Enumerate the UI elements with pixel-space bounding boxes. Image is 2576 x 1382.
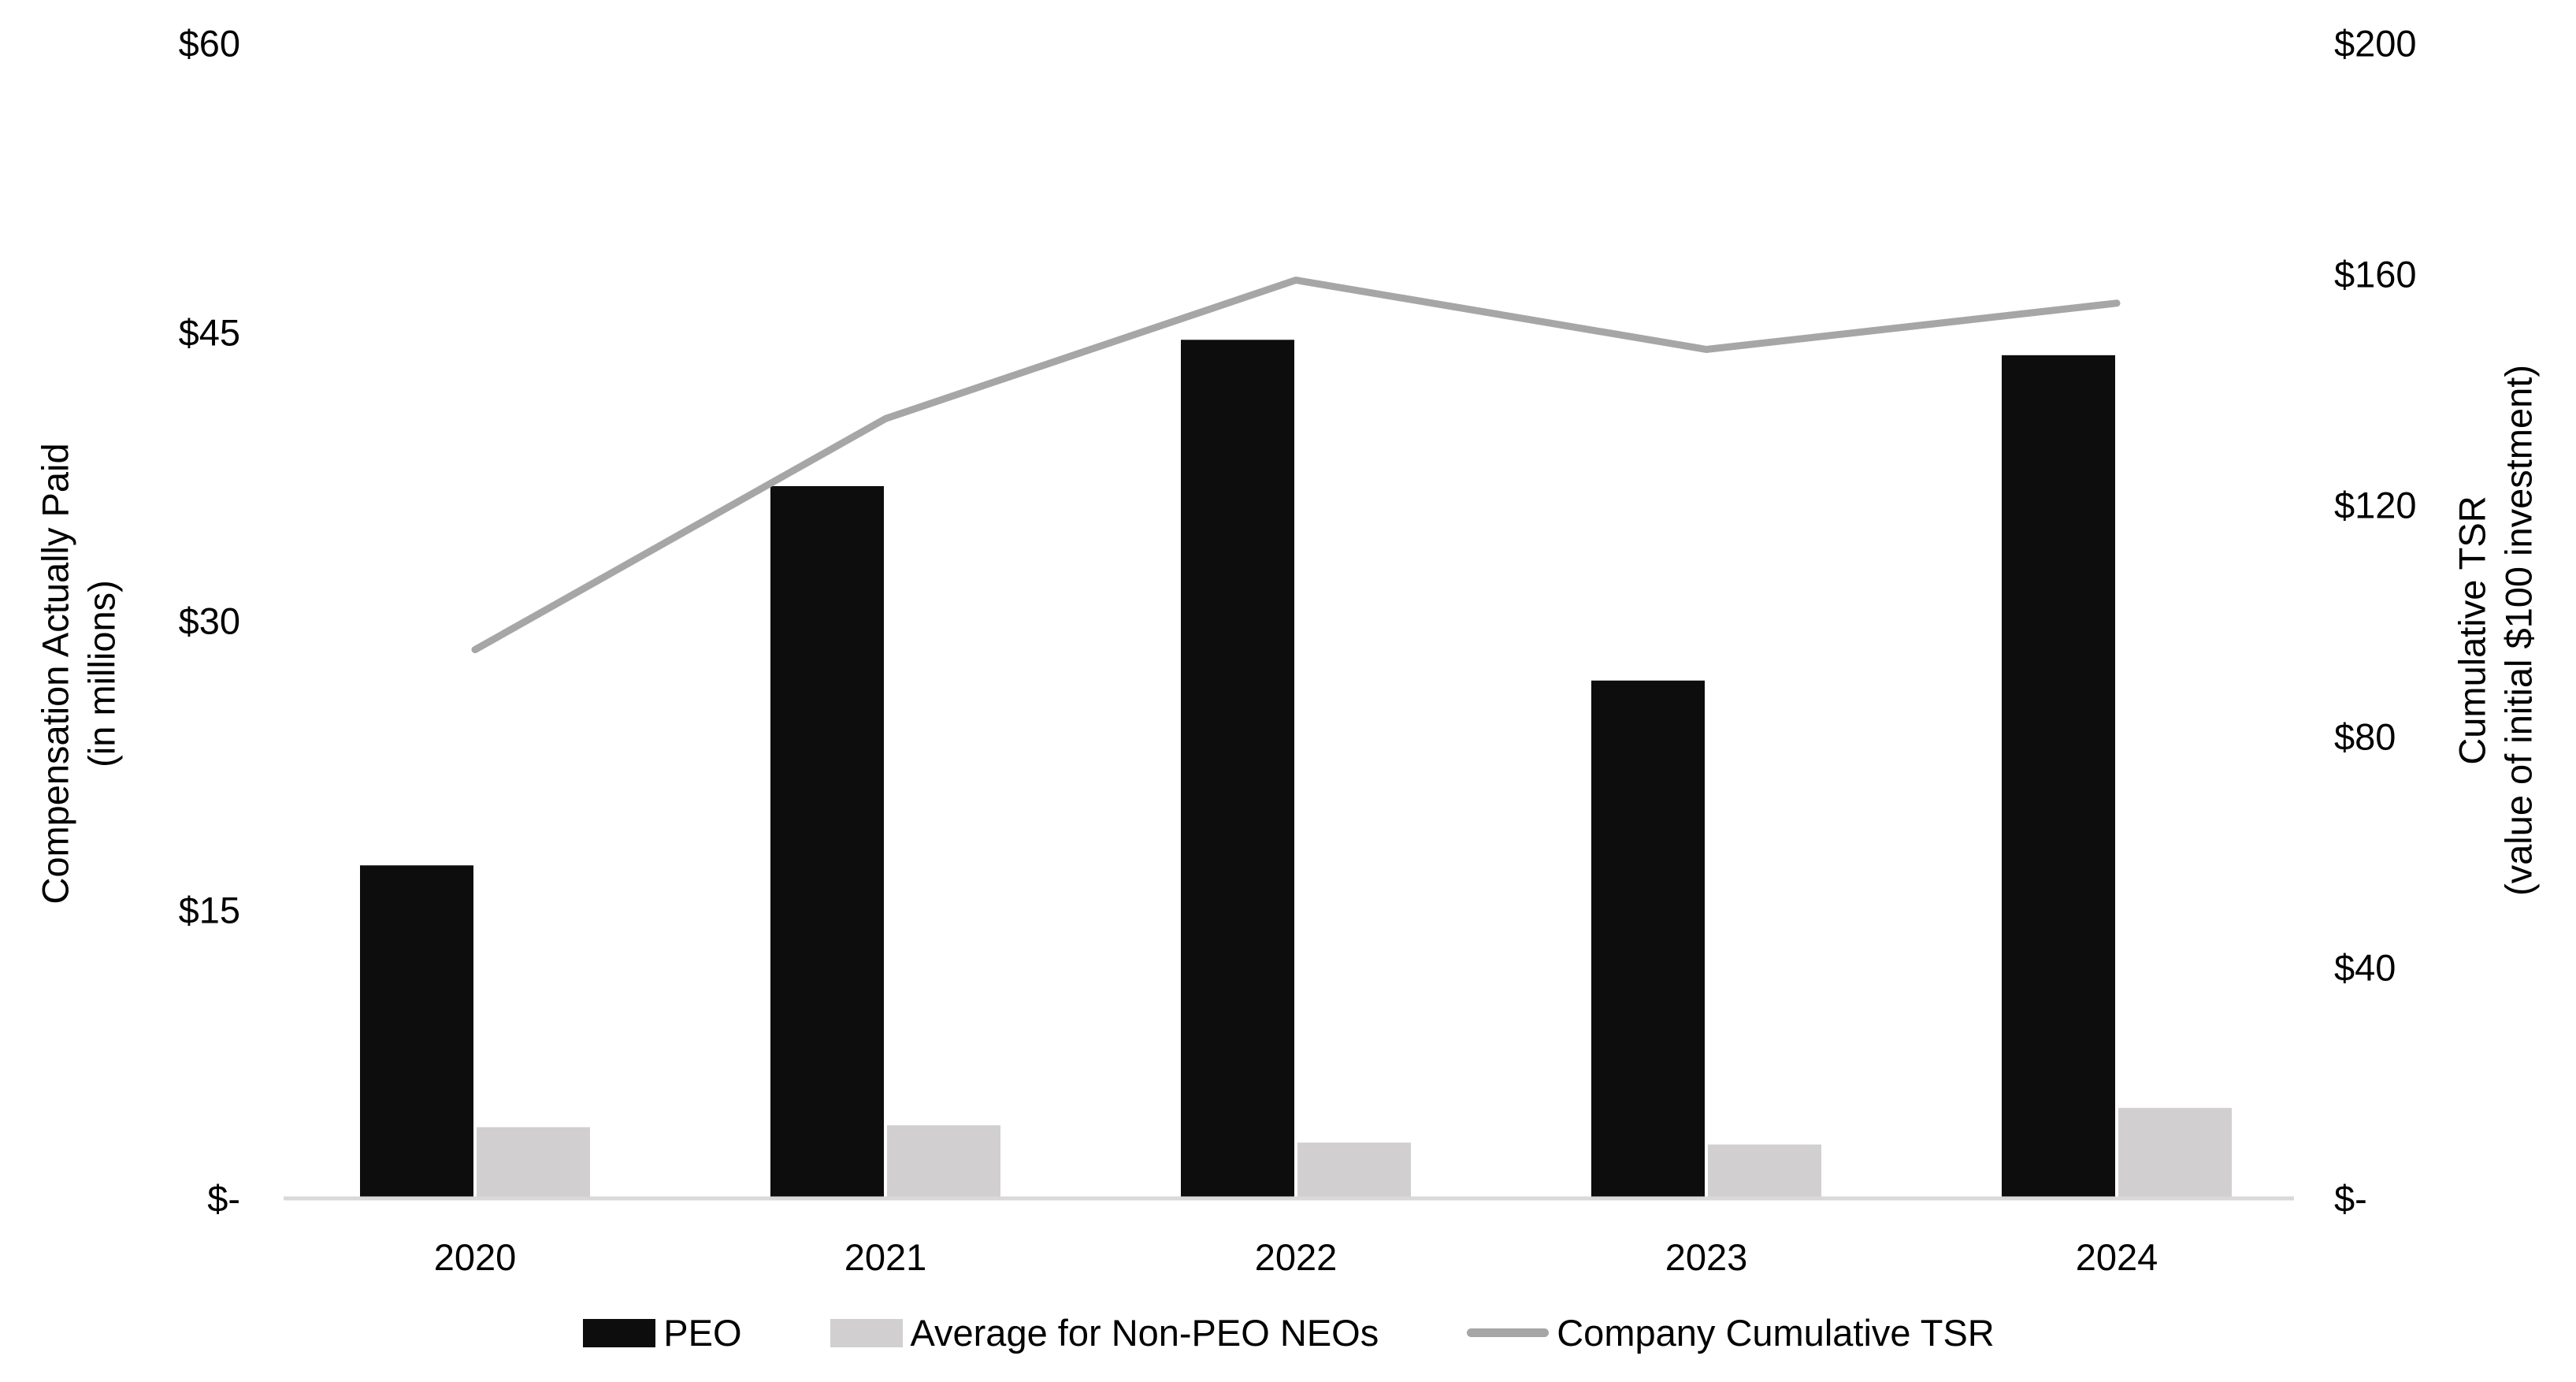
legend-bar-swatch-icon [830, 1318, 903, 1347]
non-peo-neo-bar [1297, 1142, 1411, 1198]
peo-bar [1181, 340, 1294, 1199]
peo-bar [2002, 355, 2115, 1198]
left-axis-tick-label: $15 [178, 889, 240, 931]
right-axis-tick-label: $160 [2334, 253, 2417, 295]
left-axis-tick-label: $60 [178, 22, 240, 65]
right-axis-tick-label: $40 [2334, 946, 2396, 989]
legend: PEO Average for Non-PEO NEOs Company Cumul… [284, 1314, 2294, 1351]
left-axis-tick-label: $- [207, 1177, 240, 1220]
x-axis-label: 2022 [1254, 1236, 1338, 1278]
x-axis-label: 2024 [2075, 1236, 2158, 1278]
legend-line-swatch-icon [1467, 1328, 1550, 1337]
non-peo-neo-bar [2118, 1108, 2232, 1198]
right-axis-tick-label: $80 [2334, 715, 2396, 758]
legend-item-peo: PEO [583, 1312, 742, 1354]
right-axis-tick-label: $- [2334, 1177, 2367, 1220]
tsr-line [471, 277, 2121, 654]
legend-label: Average for Non-PEO NEOs [910, 1312, 1379, 1354]
peo-bar [360, 865, 473, 1198]
x-axis-label: 2020 [433, 1236, 517, 1278]
legend-label: PEO [663, 1312, 742, 1354]
left-axis-tick-label: $30 [178, 600, 240, 642]
x-axis-label: 2023 [1665, 1236, 1748, 1278]
legend-item-company-cumulative-tsr: Company Cumulative TSR [1467, 1314, 1995, 1351]
x-axis-label: 2021 [844, 1236, 927, 1278]
peo-bar [1591, 680, 1705, 1198]
left-axis-tick-label: $45 [178, 311, 240, 353]
right-axis-tick-label: $200 [2334, 22, 2417, 65]
non-peo-neo-bar [477, 1127, 590, 1198]
non-peo-neo-bar [887, 1125, 1000, 1198]
legend-item-average-for-non-peo-neos: Average for Non-PEO NEOs [830, 1314, 1379, 1351]
legend-label: Company Cumulative TSR [1557, 1312, 1995, 1354]
non-peo-neo-bar [1708, 1144, 1821, 1198]
legend-bar-swatch-icon [583, 1318, 656, 1347]
peo-bar [770, 485, 884, 1198]
right-axis-tick-label: $120 [2334, 484, 2417, 526]
